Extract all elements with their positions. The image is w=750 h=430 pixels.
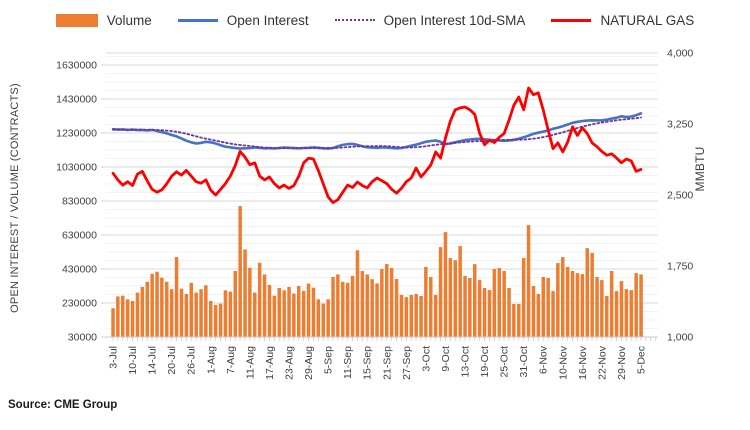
x-axis-tick-label: 1-Aug <box>205 346 217 374</box>
left-axis-tick-label: 1230000 <box>56 128 97 140</box>
left-axis-tick-label: 1030000 <box>56 162 97 174</box>
x-axis-tick-label: 21-Sep <box>381 346 393 380</box>
left-axis-tick-label: 830000 <box>62 196 97 208</box>
x-axis-tick-label: 11-Aug <box>244 346 256 379</box>
x-axis <box>101 64 658 341</box>
y-axis-labels-left: 1630000 1430000 1230000 1030000 830000 630000… <box>56 60 97 344</box>
x-axis-tick-label: 11-Sep <box>342 346 354 379</box>
right-axis-tick-label: 1,000 <box>667 332 693 344</box>
open-interest-line-icon <box>177 18 218 22</box>
x-axis-tick-label: 19-Oct <box>479 346 491 378</box>
x-axis-tick-label: 27-Sep <box>401 346 413 380</box>
legend-label-sma: Open Interest 10d-SMA <box>383 12 526 28</box>
legend-label-volume: Volume <box>106 12 152 28</box>
legend-label-natural-gas: NATURAL GAS <box>600 12 695 28</box>
x-axis-tick-label: 13-Oct <box>460 346 472 378</box>
left-axis-tick-label: 1430000 <box>56 94 97 106</box>
natural-gas-line-icon <box>551 18 592 22</box>
legend-item-sma: Open Interest 10d-SMA <box>334 12 526 28</box>
legend-item-natural-gas: NATURAL GAS <box>551 13 694 28</box>
x-axis-tick-label: 25-Oct <box>499 346 511 378</box>
left-axis-tick-label: 430000 <box>62 264 97 276</box>
right-axis-tick-label: 1,750 <box>667 261 693 273</box>
right-axis-tick-label: 3,250 <box>667 119 693 131</box>
x-axis-tick-label: 17-Aug <box>264 346 276 380</box>
right-axis-tick-label: 4,000 <box>667 48 693 60</box>
x-axis-tick-label: 14-Jul <box>147 346 159 375</box>
x-axis-tick-label: 5-Sep <box>323 346 335 374</box>
x-axis-tick-label: 9-Oct <box>440 346 452 372</box>
x-axis-tick-label: 20-Jul <box>166 346 178 375</box>
x-axis-tick-label: 16-Nov <box>577 345 589 380</box>
volume-bars <box>111 206 643 338</box>
left-axis-tick-label: 1630000 <box>56 60 97 72</box>
x-axis-labels: 3-Jul 10-Jul 14-Jul 20-Jul 26-Jul 1-Aug 7-Aug 1… <box>108 345 648 380</box>
y-axis-labels-right: 4,000 3,250 2,500 1,750 1,000 <box>667 48 693 344</box>
right-axis-tick-label: 2,500 <box>667 190 693 202</box>
legend-item-volume: Volume <box>55 12 152 28</box>
left-axis-tick-label: 30000 <box>68 332 97 344</box>
sma-dotted-line-icon <box>334 19 375 21</box>
x-axis-tick-label: 29-Aug <box>303 346 315 380</box>
natural-gas-line <box>111 86 643 204</box>
source-note: Source: CME Group <box>8 399 118 411</box>
x-axis-tick-label: 7-Aug <box>225 346 237 374</box>
x-axis-tick-label: 29-Nov <box>616 345 628 380</box>
chart-legend: Volume Open Interest Open Interest 10d-S… <box>0 8 750 32</box>
x-axis-tick-label: 3-Oct <box>420 346 432 372</box>
legend-label-open-interest: Open Interest <box>226 12 309 28</box>
legend-item-open-interest: Open Interest <box>177 12 309 28</box>
x-axis-tick-label: 15-Sep <box>362 346 374 380</box>
x-axis-tick-label: 10-Nov <box>557 345 569 380</box>
left-axis-tick-label: 630000 <box>62 230 97 242</box>
left-axis-tick-label: 230000 <box>62 298 97 310</box>
x-axis-tick-label: 10-Jul <box>127 346 139 375</box>
x-axis-tick-label: 22-Nov <box>596 345 608 380</box>
volume-swatch-icon <box>55 13 98 27</box>
open-interest-line <box>111 112 643 150</box>
x-axis-tick-label: 26-Jul <box>186 346 198 375</box>
sma-line <box>112 116 642 149</box>
x-axis-tick-label: 3-Jul <box>108 346 120 369</box>
x-axis-tick-label: 6-Nov <box>538 345 550 374</box>
x-axis-tick-label: 5-Dec <box>636 346 648 374</box>
x-axis-tick-label: 23-Aug <box>284 346 296 380</box>
x-axis-tick-label: 31-Oct <box>518 346 530 378</box>
